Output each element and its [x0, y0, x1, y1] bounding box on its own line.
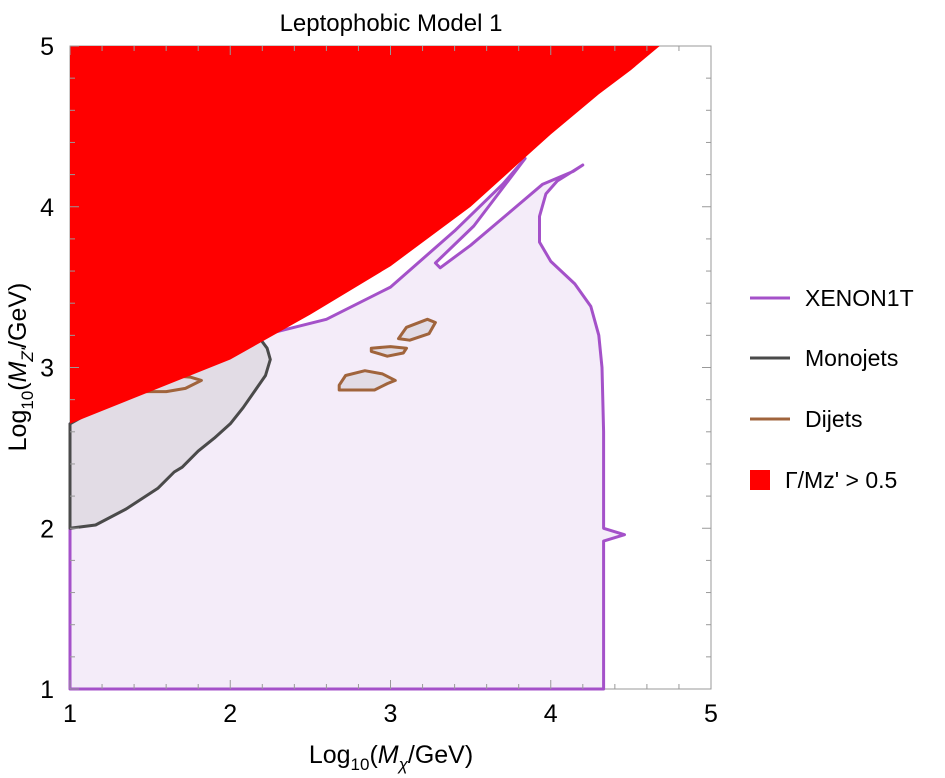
x-axis-label-symbol: M — [378, 741, 399, 769]
y-tick-label: 5 — [40, 33, 54, 61]
dijets-contour-2 — [337, 369, 397, 392]
x-axis-label-open: ( — [369, 741, 378, 769]
y-tick-label: 1 — [40, 676, 54, 704]
legend-label-monojets: Monojets — [805, 345, 898, 371]
legend-label-width-ratio: Γ/Mz' > 0.5 — [785, 467, 897, 493]
x-axis-label: Log10(Mχ/GeV) — [309, 741, 473, 774]
x-tick-label: 2 — [223, 700, 237, 728]
y-tick-label: 2 — [40, 515, 54, 543]
ticks-group: 1 2 3 4 5 1 2 3 4 5 — [40, 33, 718, 728]
legend-swatch-width-ratio — [750, 470, 770, 490]
xenon1t-contour — [68, 157, 626, 691]
x-tick-label: 4 — [544, 700, 558, 728]
width-ratio-region — [70, 46, 660, 424]
legend: XENON1T Monojets Dijets Γ/Mz' > 0.5 — [750, 285, 914, 493]
y-axis-label-suffix: /GeV) — [4, 283, 32, 348]
y-axis-label: Log10(MZ'/GeV) — [4, 283, 37, 452]
y-axis-label-prefix: Log — [4, 410, 32, 452]
y-axis-label-symbol: M — [4, 361, 32, 382]
chart-title: Leptophobic Model 1 — [280, 10, 503, 37]
y-axis-label-subscript: 10 — [18, 391, 37, 410]
x-axis-label-symbol-subscript: χ — [397, 755, 409, 774]
x-axis-label-prefix: Log — [309, 741, 351, 769]
x-axis-label-subscript: 10 — [351, 755, 370, 774]
x-tick-label: 5 — [704, 700, 718, 728]
x-tick-label: 3 — [384, 700, 398, 728]
x-tick-label: 1 — [63, 700, 77, 728]
dijets-contour-3 — [369, 345, 408, 358]
legend-label-xenon1t: XENON1T — [805, 285, 914, 311]
x-axis-label-suffix: /GeV) — [408, 741, 473, 769]
y-tick-label: 3 — [40, 355, 54, 383]
y-axis-label-symbol-subscript: Z' — [18, 347, 37, 362]
xenon1t-region-fill — [70, 158, 625, 689]
dijets-contour-4 — [397, 317, 437, 342]
y-axis-label-open: ( — [4, 382, 32, 391]
y-tick-label: 4 — [40, 194, 54, 222]
legend-label-dijets: Dijets — [805, 406, 863, 432]
regions-group — [68, 46, 660, 691]
